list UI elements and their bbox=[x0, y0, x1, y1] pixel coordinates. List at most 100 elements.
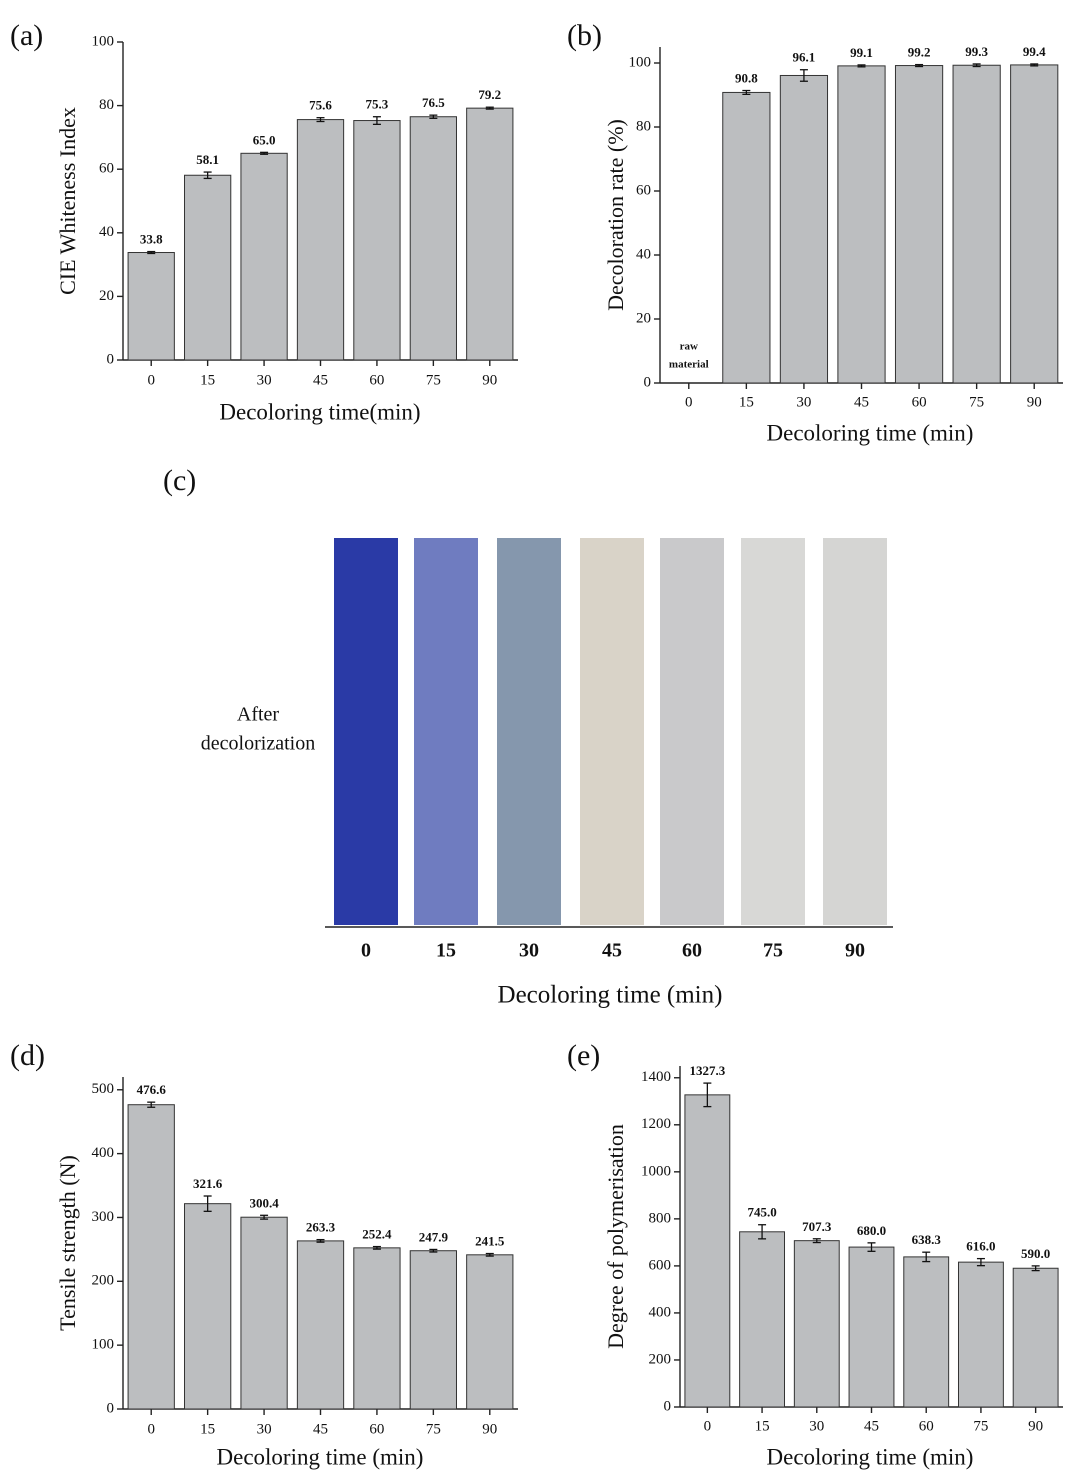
x-tick-label: 90 bbox=[482, 372, 497, 388]
bar bbox=[466, 1254, 514, 1410]
x-tick-label: 75 bbox=[763, 940, 783, 962]
value-label: 99.3 bbox=[965, 44, 988, 59]
x-tick-label: 0 bbox=[147, 372, 155, 388]
x-tick-label: 30 bbox=[809, 1418, 824, 1434]
value-label: 1327.3 bbox=[689, 1063, 725, 1078]
value-label: 99.1 bbox=[850, 45, 873, 60]
sample-strip bbox=[414, 538, 478, 925]
x-tick-label: 15 bbox=[739, 394, 754, 410]
value-label: 33.8 bbox=[140, 232, 163, 247]
y-tick-label: 500 bbox=[92, 1081, 115, 1097]
value-label: 99.2 bbox=[908, 45, 931, 60]
x-tick-label: 60 bbox=[369, 372, 384, 388]
x-tick-label: 0 bbox=[147, 1421, 155, 1437]
bar bbox=[353, 120, 401, 361]
x-tick-label: 45 bbox=[313, 1421, 328, 1437]
value-label: 745.0 bbox=[747, 1205, 776, 1220]
bar bbox=[684, 1094, 731, 1408]
value-label: 590.0 bbox=[1021, 1246, 1050, 1261]
x-tick-label: 0 bbox=[704, 1418, 712, 1434]
sample-strip bbox=[741, 538, 805, 925]
error-bar bbox=[260, 1214, 269, 1220]
bar bbox=[296, 1240, 345, 1410]
x-tick-label: 60 bbox=[919, 1418, 934, 1434]
x-tick-label: 75 bbox=[969, 394, 984, 410]
error-bar bbox=[429, 1248, 438, 1253]
x-tick-label: 75 bbox=[426, 1421, 441, 1437]
error-bar bbox=[758, 1224, 767, 1240]
value-label: 65.0 bbox=[253, 132, 276, 147]
x-tick-label: 90 bbox=[845, 940, 865, 962]
y-tick-label: 100 bbox=[92, 33, 115, 49]
sample-strip bbox=[334, 538, 398, 925]
x-tick-label: 75 bbox=[426, 372, 441, 388]
bar bbox=[184, 174, 232, 361]
x-tick-label: 30 bbox=[796, 394, 811, 410]
y-tick-label: 40 bbox=[636, 246, 651, 262]
bar bbox=[240, 152, 288, 361]
x-tick-label: 90 bbox=[482, 1421, 497, 1437]
value-label: 707.3 bbox=[802, 1219, 832, 1234]
error-bar bbox=[485, 106, 494, 110]
value-label: 321.6 bbox=[193, 1176, 223, 1191]
x-tick-label: 15 bbox=[200, 1421, 215, 1437]
bar bbox=[957, 1261, 1004, 1408]
error-bar bbox=[147, 1101, 156, 1108]
panel-label: (a) bbox=[10, 19, 43, 52]
x-tick-label: 15 bbox=[436, 940, 456, 962]
x-axis-title: Decoloring time(min) bbox=[219, 399, 420, 424]
error-bar bbox=[742, 89, 751, 96]
y-tick-label: 400 bbox=[92, 1145, 115, 1161]
x-tick-label: 0 bbox=[361, 940, 371, 962]
sample-strip bbox=[823, 538, 887, 925]
x-tick-label: 15 bbox=[200, 372, 215, 388]
error-bar bbox=[972, 63, 981, 68]
value-label: 75.3 bbox=[366, 97, 389, 112]
bar bbox=[409, 116, 457, 361]
value-label: 300.4 bbox=[249, 1195, 279, 1210]
value-label: 263.3 bbox=[306, 1220, 336, 1235]
x-tick-label: 45 bbox=[864, 1418, 879, 1434]
y-tick-label: 200 bbox=[649, 1351, 672, 1367]
value-label: 76.5 bbox=[422, 95, 445, 110]
value-label: 638.3 bbox=[912, 1232, 942, 1247]
value-label: 79.2 bbox=[478, 87, 501, 102]
value-label: 476.6 bbox=[137, 1082, 167, 1097]
x-tick-label: 60 bbox=[682, 940, 702, 962]
bar bbox=[353, 1247, 401, 1410]
bar bbox=[240, 1216, 288, 1410]
y-tick-label: 0 bbox=[644, 374, 652, 390]
panel-label: (d) bbox=[10, 1039, 45, 1072]
y-axis-title: Decoloration rate (%) bbox=[603, 119, 628, 311]
x-axis-title: Decoloring time (min) bbox=[217, 1444, 424, 1469]
y-tick-label: 100 bbox=[629, 54, 652, 70]
error-bar bbox=[857, 64, 866, 68]
error-bar bbox=[485, 1252, 494, 1257]
error-bar bbox=[316, 117, 325, 123]
y-tick-label: 200 bbox=[92, 1273, 115, 1289]
value-label: 99.4 bbox=[1023, 44, 1046, 59]
x-tick-label: 90 bbox=[1027, 394, 1042, 410]
bar bbox=[127, 252, 175, 361]
bar bbox=[837, 65, 886, 384]
x-axis-title: Decoloring time (min) bbox=[767, 1444, 974, 1469]
y-tick-label: 60 bbox=[99, 161, 114, 177]
panel-label: (e) bbox=[567, 1039, 600, 1072]
y-tick-label: 0 bbox=[664, 1398, 672, 1414]
y-axis-title: Tensile strength (N) bbox=[55, 1155, 80, 1331]
bar bbox=[184, 1203, 232, 1410]
x-tick-label: 0 bbox=[685, 394, 693, 410]
x-tick-label: 60 bbox=[912, 394, 927, 410]
x-axis-title: Decoloring time (min) bbox=[767, 420, 974, 445]
value-label: 96.1 bbox=[793, 50, 816, 65]
bar bbox=[409, 1250, 457, 1410]
x-tick-label: 60 bbox=[369, 1421, 384, 1437]
bar bbox=[779, 74, 829, 384]
y-tick-label: 1200 bbox=[641, 1116, 671, 1132]
bar bbox=[952, 64, 1001, 384]
error-bar bbox=[429, 114, 438, 119]
y-tick-label: 20 bbox=[636, 310, 651, 326]
panel-label: (c) bbox=[163, 464, 196, 497]
sample-strip bbox=[497, 538, 561, 925]
bar bbox=[127, 1104, 175, 1410]
